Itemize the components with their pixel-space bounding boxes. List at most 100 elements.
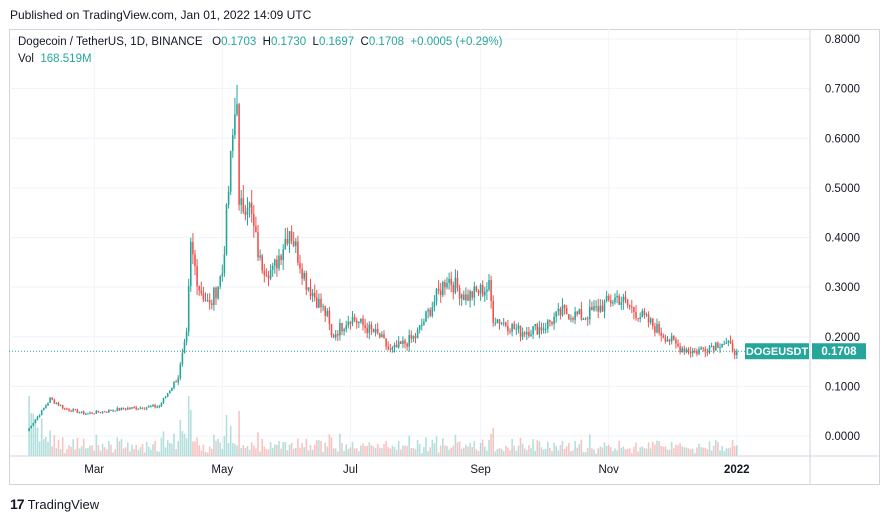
candle-body <box>59 405 62 407</box>
volume-bar <box>349 447 352 456</box>
candle-body <box>511 324 513 332</box>
volume-bar <box>712 445 715 456</box>
volume-bar <box>656 440 658 456</box>
volume-bar <box>259 451 261 456</box>
candle-body <box>242 198 245 212</box>
candle-body <box>605 295 608 302</box>
candle-body <box>599 305 602 312</box>
volume-label: Vol <box>18 53 34 65</box>
symbol-title[interactable]: Dogecoin / TetherUS, 1D, BINANCE <box>18 36 203 48</box>
candle-body <box>45 405 47 408</box>
candle-body <box>551 321 553 324</box>
volume-bar <box>34 418 37 456</box>
volume-bar <box>185 438 188 456</box>
candle-body <box>467 294 469 301</box>
candle-body <box>691 350 694 354</box>
volume-bar <box>423 447 425 456</box>
volume-bar <box>190 410 192 456</box>
candle-body <box>187 285 190 332</box>
volume-bar <box>76 437 79 456</box>
candle-body <box>616 295 618 298</box>
volume-bar <box>633 446 635 456</box>
volume-bar <box>383 443 385 456</box>
volume-bar <box>101 443 104 456</box>
volume-bar <box>244 448 247 456</box>
volume-bar <box>366 445 368 456</box>
candle-body <box>343 329 345 332</box>
volume-bar <box>458 441 461 456</box>
volume-bar <box>400 449 402 456</box>
volume-bar <box>208 446 211 456</box>
volume-bar <box>649 448 652 456</box>
volume-bar <box>439 445 442 456</box>
volume-bar <box>631 453 633 456</box>
volume-bar <box>561 440 564 456</box>
volume-bar <box>30 413 32 456</box>
candle-body <box>305 272 308 290</box>
volume-bar <box>49 430 51 456</box>
volume-bar <box>99 450 102 456</box>
volume-bar <box>145 441 148 456</box>
candle-body <box>194 254 196 267</box>
candle-body <box>341 322 343 332</box>
volume-bar <box>509 450 511 456</box>
y-tick-label: 0.1000 <box>825 381 860 393</box>
volume-bar <box>353 448 356 456</box>
candle-body <box>429 309 431 316</box>
volume-bar <box>410 447 413 456</box>
brand-name[interactable]: TradingView <box>27 496 100 512</box>
y-tick-label: 0.2000 <box>825 332 860 344</box>
volume-bar <box>683 447 686 456</box>
candle-body <box>400 341 402 344</box>
time-axis[interactable]: Mar May Jul Sep Nov 2022 <box>84 464 749 476</box>
candle-body <box>641 310 644 318</box>
candle-body <box>475 286 478 291</box>
volume-bar <box>211 448 213 456</box>
volume-bar <box>339 433 341 456</box>
candle-body <box>561 305 564 316</box>
candle-body <box>647 314 650 323</box>
volume-bar <box>278 440 280 456</box>
candle-body <box>538 327 541 335</box>
candle-body <box>313 292 316 298</box>
candle-body <box>234 114 236 136</box>
volume-bar <box>158 451 161 456</box>
volume-bar <box>326 446 329 456</box>
volume-bar <box>148 446 150 456</box>
volume-bar <box>66 449 68 456</box>
candle-body <box>712 345 715 351</box>
candle-body <box>337 334 339 336</box>
volume-bar <box>112 452 114 456</box>
volume-bar <box>301 443 303 456</box>
volume-bar <box>38 441 41 456</box>
candle-body <box>200 290 203 294</box>
volume-bar <box>55 448 58 456</box>
candle-body <box>444 281 446 288</box>
candle-body <box>595 306 597 308</box>
volume-bar <box>544 448 547 456</box>
volume-bar <box>177 441 179 456</box>
candle-body <box>635 312 637 319</box>
volume-bar <box>36 427 39 456</box>
volume-bar <box>200 450 203 456</box>
candle-body <box>267 275 270 279</box>
y-tick-label: 0.6000 <box>825 133 860 145</box>
candle-body <box>463 294 465 301</box>
volume-bar <box>181 431 184 456</box>
volume-bar <box>292 448 295 456</box>
volume-bar <box>28 396 30 456</box>
price-axis[interactable]: 0.8000 0.7000 0.6000 0.5000 0.4000 0.3000 0.20… <box>825 34 860 443</box>
volume-bar <box>389 448 392 456</box>
candle-body <box>706 352 709 354</box>
price-chart[interactable]: 0.8000 0.7000 0.6000 0.5000 0.4000 0.3000 0.20… <box>9 29 880 485</box>
candle-body <box>162 398 165 404</box>
candle-body <box>456 277 459 288</box>
candle-body <box>477 290 480 294</box>
volume-bar <box>481 439 484 456</box>
candle-body <box>670 335 673 342</box>
candle-body <box>322 306 324 308</box>
volume-bar <box>139 447 142 456</box>
volume-bar <box>607 444 610 456</box>
candle-body <box>439 290 442 296</box>
volume-bar <box>129 451 131 456</box>
